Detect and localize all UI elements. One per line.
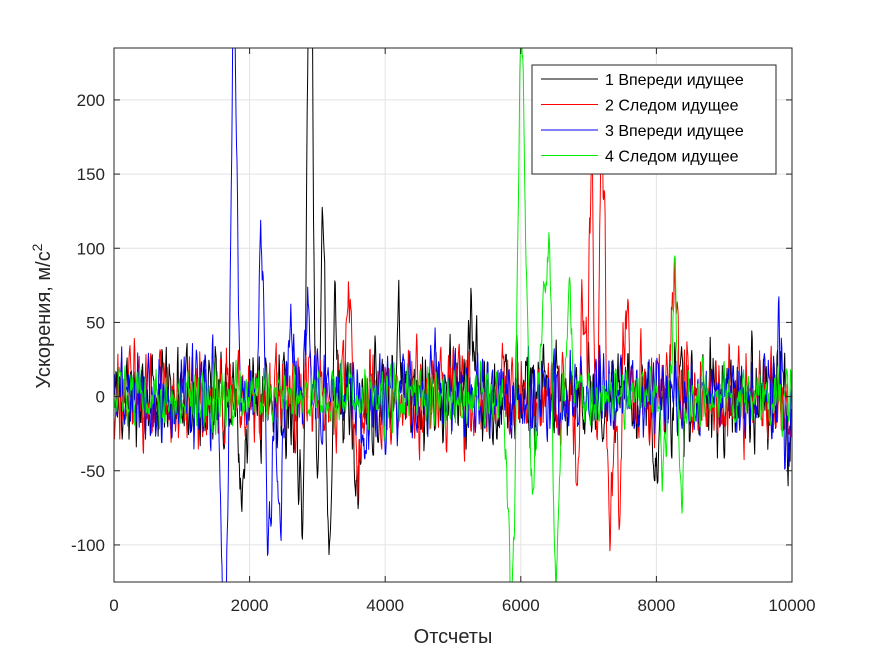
- y-axis-label: Ускорения, м/с2: [29, 243, 55, 388]
- x-tick-label: 6000: [502, 596, 540, 615]
- y-tick-label: 0: [96, 388, 105, 407]
- x-tick-label: 0: [109, 596, 118, 615]
- x-tick-label: 10000: [768, 596, 815, 615]
- x-tick-label: 4000: [366, 596, 404, 615]
- tick-labels: 0 2000 4000 6000 8000 10000 -100 -50 0 50 100 150 20…: [71, 91, 816, 615]
- legend-label-2: 2 Следом идущее: [605, 98, 739, 115]
- ticks: [113, 48, 793, 582]
- legend: 1 Впереди идущее 2 Следом идущее 3 Впереди…: [531, 64, 777, 175]
- legend-label-3: 3 Впереди идущее: [605, 123, 744, 140]
- plot-frame: [113, 47, 793, 583]
- y-tick-label: 200: [77, 91, 105, 110]
- y-tick-label: -50: [80, 462, 105, 481]
- y-tick-label: 50: [86, 313, 105, 332]
- x-axis-label: Отсчеты: [414, 626, 493, 648]
- x-tick-label: 8000: [637, 596, 675, 615]
- x-tick-label: 2000: [231, 596, 269, 615]
- y-axis-label-main: Ускорения, м/с: [33, 251, 55, 388]
- series-line-2: [114, 104, 792, 552]
- legend-label-4: 4 Следом идущее: [605, 149, 739, 166]
- legend-label-1: 1 Впереди идущее: [605, 72, 744, 89]
- series-line-4: [114, 48, 792, 582]
- y-tick-label: -100: [71, 536, 105, 555]
- y-tick-label: 100: [77, 239, 105, 258]
- y-tick-label: 150: [77, 165, 105, 184]
- y-axis-label-superscript: 2: [29, 243, 45, 251]
- plot-area: [114, 48, 792, 582]
